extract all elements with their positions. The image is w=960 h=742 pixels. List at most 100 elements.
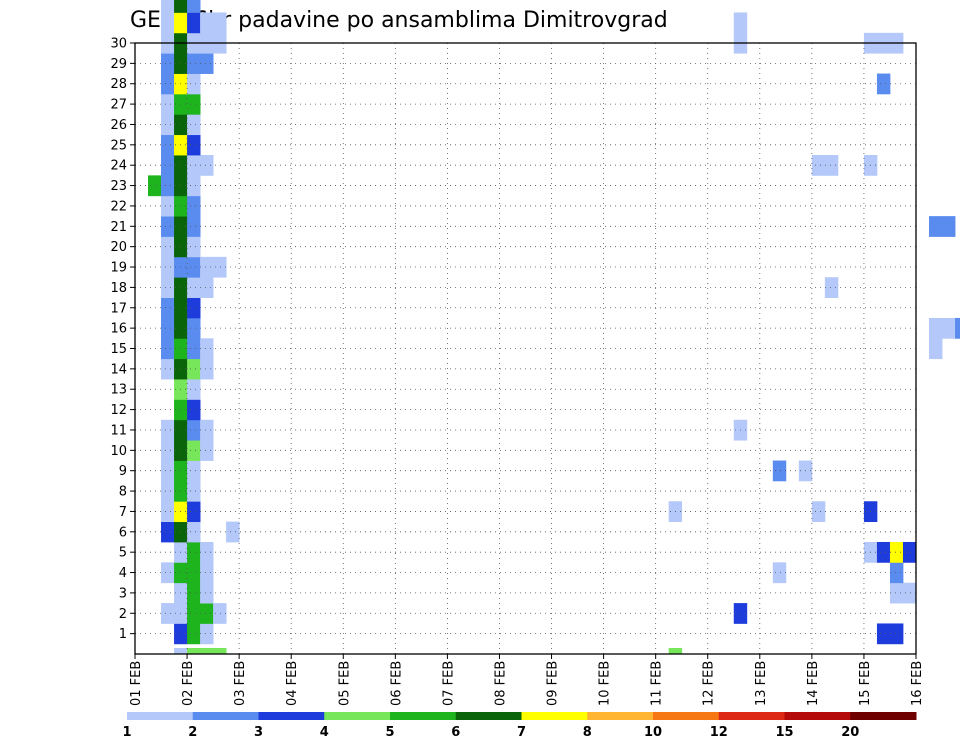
y-tick-label: 30 [110,37,127,52]
heatmap-cell [876,623,891,645]
heatmap-cell [187,399,201,421]
heatmap-cell [161,175,175,197]
heatmap-cell [200,53,214,74]
y-tick-label: 19 [110,261,127,276]
heatmap-cell [889,541,904,563]
y-tick-label: 9 [119,464,127,479]
y-tick-label: 20 [110,240,127,255]
heatmap-cell [824,155,839,176]
x-axis-ticks: 01 FEB 02 FEB 03 FEB 04 FEB 05 FEB 06 FEB 07 F… [129,654,925,706]
y-tick-label: 17 [110,301,127,316]
heatmap-cell [200,582,214,604]
heatmap-cell [824,277,839,298]
y-tick-label: 2 [119,607,127,622]
heatmap-cell [876,541,891,563]
heatmap-cell [772,562,787,584]
heatmap-cell [174,12,188,34]
heatmap-cell [187,175,201,197]
heatmap-cell [187,603,201,624]
y-tick-label: 23 [110,179,127,194]
heatmap-cell [187,562,201,584]
legend-label: 1 [122,725,131,740]
y-tick-label: 16 [110,322,127,337]
legend-swatch [521,712,588,720]
heatmap-cell [200,440,214,461]
y-tick-label: 10 [110,444,127,459]
x-tick-label: 07 FEB [441,661,456,706]
heatmap-cell [200,603,214,624]
y-tick-label: 28 [110,77,127,92]
heatmap-cell [161,12,175,34]
heatmap-cell [187,195,201,217]
y-tick-label: 6 [119,525,127,540]
heatmap-cell [161,603,175,624]
x-tick-label: 04 FEB [285,661,300,706]
x-tick-label: 05 FEB [337,661,352,706]
heatmap-cell [187,114,201,136]
legend-swatch [850,712,917,720]
legend-label: 20 [841,725,859,740]
heatmap-cell [161,440,175,461]
heatmap-cell [161,358,175,380]
heatmap-cell [733,12,748,34]
heatmap-cell [668,648,683,655]
y-tick-label: 14 [110,362,127,377]
heatmap-cell [772,460,787,482]
heatmap-cell [187,501,201,523]
y-tick-label: 26 [110,118,127,133]
legend-swatch [127,712,194,720]
heatmap-cell [955,317,960,339]
heatmap-cell [187,582,201,604]
x-tick-label: 14 FEB [806,661,821,706]
heatmap-cell [902,582,917,604]
heatmap-cell [942,317,956,339]
heatmap-cell [200,256,214,278]
heatmap-cell [187,440,201,461]
y-tick-label: 25 [110,138,127,153]
heatmap-cell [187,521,201,543]
heatmap-cell [200,419,214,441]
heatmap-cells [148,0,960,655]
legend-label: 4 [320,725,329,740]
y-tick-label: 29 [110,57,127,72]
heatmap-cell [161,93,175,115]
heatmap-cell [187,460,201,482]
y-tick-label: 1 [119,627,127,642]
heatmap-cell [161,521,175,543]
heatmap-cell [200,648,214,655]
legend-swatch [324,712,391,720]
heatmap-cell [161,0,175,13]
heatmap-cell [929,317,943,339]
legend-label: 2 [188,725,197,740]
y-tick-label: 15 [110,342,127,357]
heatmap-cell [187,0,201,13]
heatmap-cell [161,53,175,74]
heatmap-cell [200,277,214,298]
heatmap-cell [161,155,175,176]
heatmap-cell [187,317,201,339]
legend-label: 6 [451,725,460,740]
heatmap-cell [174,0,188,13]
heatmap-cell [213,256,227,278]
legend-swatch [587,712,654,720]
heatmap-cell [213,603,227,624]
heatmap-cell [889,562,904,584]
x-tick-label: 03 FEB [233,661,248,706]
heatmap-cell [161,480,175,502]
x-tick-label: 12 FEB [702,661,717,706]
heatmap-cell [161,460,175,482]
heatmap-cell [200,541,214,563]
heatmap-cell [161,195,175,217]
heatmap-cell [213,12,227,34]
y-tick-label: 21 [110,220,127,235]
heatmap-cell [902,541,917,563]
x-tick-label: 10 FEB [598,661,613,706]
heatmap-cell [200,155,214,176]
y-tick-label: 3 [119,586,127,601]
heatmap-cell [929,338,943,360]
y-tick-label: 5 [119,546,127,561]
heatmap-cell [226,521,240,543]
heatmap-cell [161,501,175,523]
legend-swatch [653,712,720,720]
